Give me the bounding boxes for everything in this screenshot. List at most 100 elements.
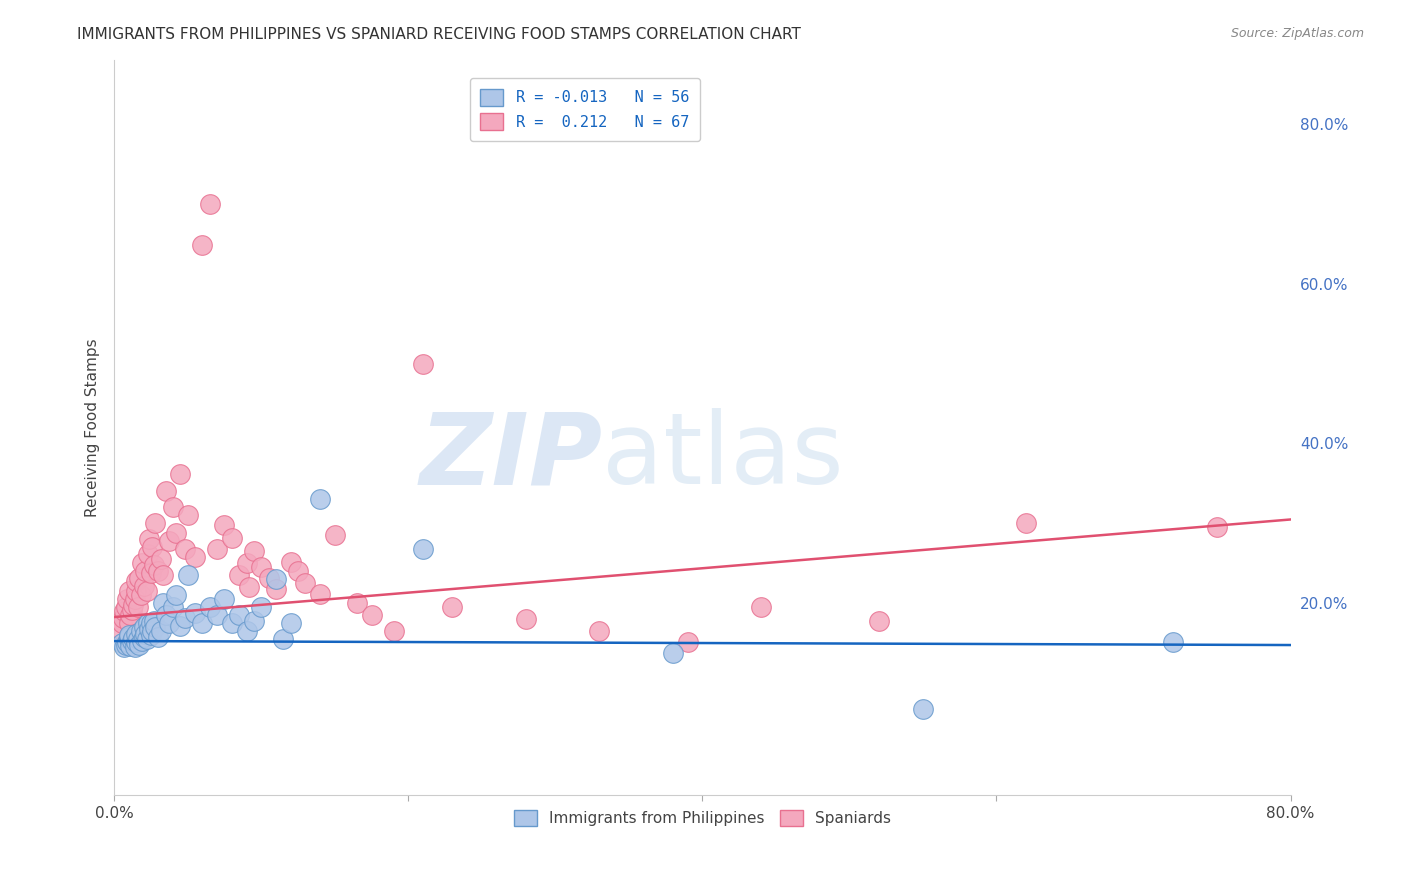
Point <box>108 622 131 636</box>
Point <box>127 632 149 647</box>
Point <box>141 624 163 639</box>
Point <box>162 600 184 615</box>
Point <box>165 589 187 603</box>
Point <box>271 632 294 647</box>
Point <box>238 581 260 595</box>
Point <box>138 533 160 547</box>
Point <box>134 565 156 579</box>
Point <box>125 574 148 588</box>
Point <box>110 616 132 631</box>
Point <box>121 634 143 648</box>
Point <box>118 584 141 599</box>
Point <box>150 552 173 566</box>
Point <box>118 628 141 642</box>
Point <box>139 566 162 580</box>
Point <box>309 492 332 507</box>
Point <box>382 624 405 639</box>
Point <box>141 541 163 555</box>
Point <box>165 526 187 541</box>
Point <box>280 555 302 569</box>
Text: Source: ZipAtlas.com: Source: ZipAtlas.com <box>1230 27 1364 40</box>
Point <box>115 638 138 652</box>
Point <box>125 635 148 649</box>
Point <box>205 542 228 557</box>
Point <box>264 582 287 596</box>
Point <box>221 531 243 545</box>
Text: IMMIGRANTS FROM PHILIPPINES VS SPANIARD RECEIVING FOOD STAMPS CORRELATION CHART: IMMIGRANTS FROM PHILIPPINES VS SPANIARD … <box>77 27 801 42</box>
Point <box>1206 520 1229 534</box>
Point <box>287 565 309 579</box>
Point <box>257 571 280 585</box>
Point <box>221 616 243 631</box>
Point <box>177 508 200 523</box>
Point <box>228 608 250 623</box>
Point <box>173 542 195 557</box>
Point <box>129 624 152 639</box>
Point <box>120 639 142 653</box>
Point <box>191 616 214 631</box>
Point <box>117 592 139 607</box>
Point <box>128 571 150 585</box>
Point <box>131 557 153 571</box>
Point <box>868 614 890 628</box>
Point <box>155 484 177 499</box>
Point <box>150 624 173 639</box>
Legend: Immigrants from Philippines, Spaniards: Immigrants from Philippines, Spaniards <box>505 801 900 836</box>
Point <box>162 500 184 515</box>
Point <box>323 528 346 542</box>
Point <box>264 573 287 587</box>
Point <box>139 628 162 642</box>
Point <box>214 592 236 607</box>
Point <box>228 568 250 582</box>
Point <box>124 592 146 607</box>
Point <box>184 550 207 565</box>
Point <box>129 589 152 603</box>
Point <box>120 608 142 623</box>
Point <box>124 640 146 655</box>
Point <box>152 568 174 582</box>
Point <box>662 646 685 660</box>
Point <box>191 238 214 252</box>
Point <box>235 624 257 639</box>
Point <box>145 516 167 531</box>
Point <box>118 630 141 644</box>
Point <box>111 611 134 625</box>
Point <box>250 560 273 574</box>
Point <box>155 608 177 623</box>
Point <box>205 608 228 623</box>
Point <box>243 544 266 558</box>
Y-axis label: Receiving Food Stamps: Receiving Food Stamps <box>86 338 100 516</box>
Point <box>118 616 141 631</box>
Point <box>214 518 236 533</box>
Point <box>135 584 157 599</box>
Point <box>134 627 156 641</box>
Point <box>125 627 148 641</box>
Point <box>142 614 165 628</box>
Point <box>250 600 273 615</box>
Point <box>157 616 180 631</box>
Point <box>243 614 266 628</box>
Point <box>142 558 165 572</box>
Point <box>441 600 464 615</box>
Point <box>115 600 138 615</box>
Point <box>309 587 332 601</box>
Point <box>125 584 148 599</box>
Point <box>121 603 143 617</box>
Point <box>280 616 302 631</box>
Point <box>198 600 221 615</box>
Point <box>198 196 221 211</box>
Point <box>294 576 316 591</box>
Point <box>145 620 167 634</box>
Point <box>132 620 155 634</box>
Point <box>749 600 772 615</box>
Point <box>122 598 145 612</box>
Point <box>235 557 257 571</box>
Point <box>132 630 155 644</box>
Point <box>346 597 368 611</box>
Point <box>118 632 141 647</box>
Point <box>588 624 610 639</box>
Point <box>136 547 159 561</box>
Point <box>515 612 537 626</box>
Point <box>139 616 162 631</box>
Point <box>911 702 934 716</box>
